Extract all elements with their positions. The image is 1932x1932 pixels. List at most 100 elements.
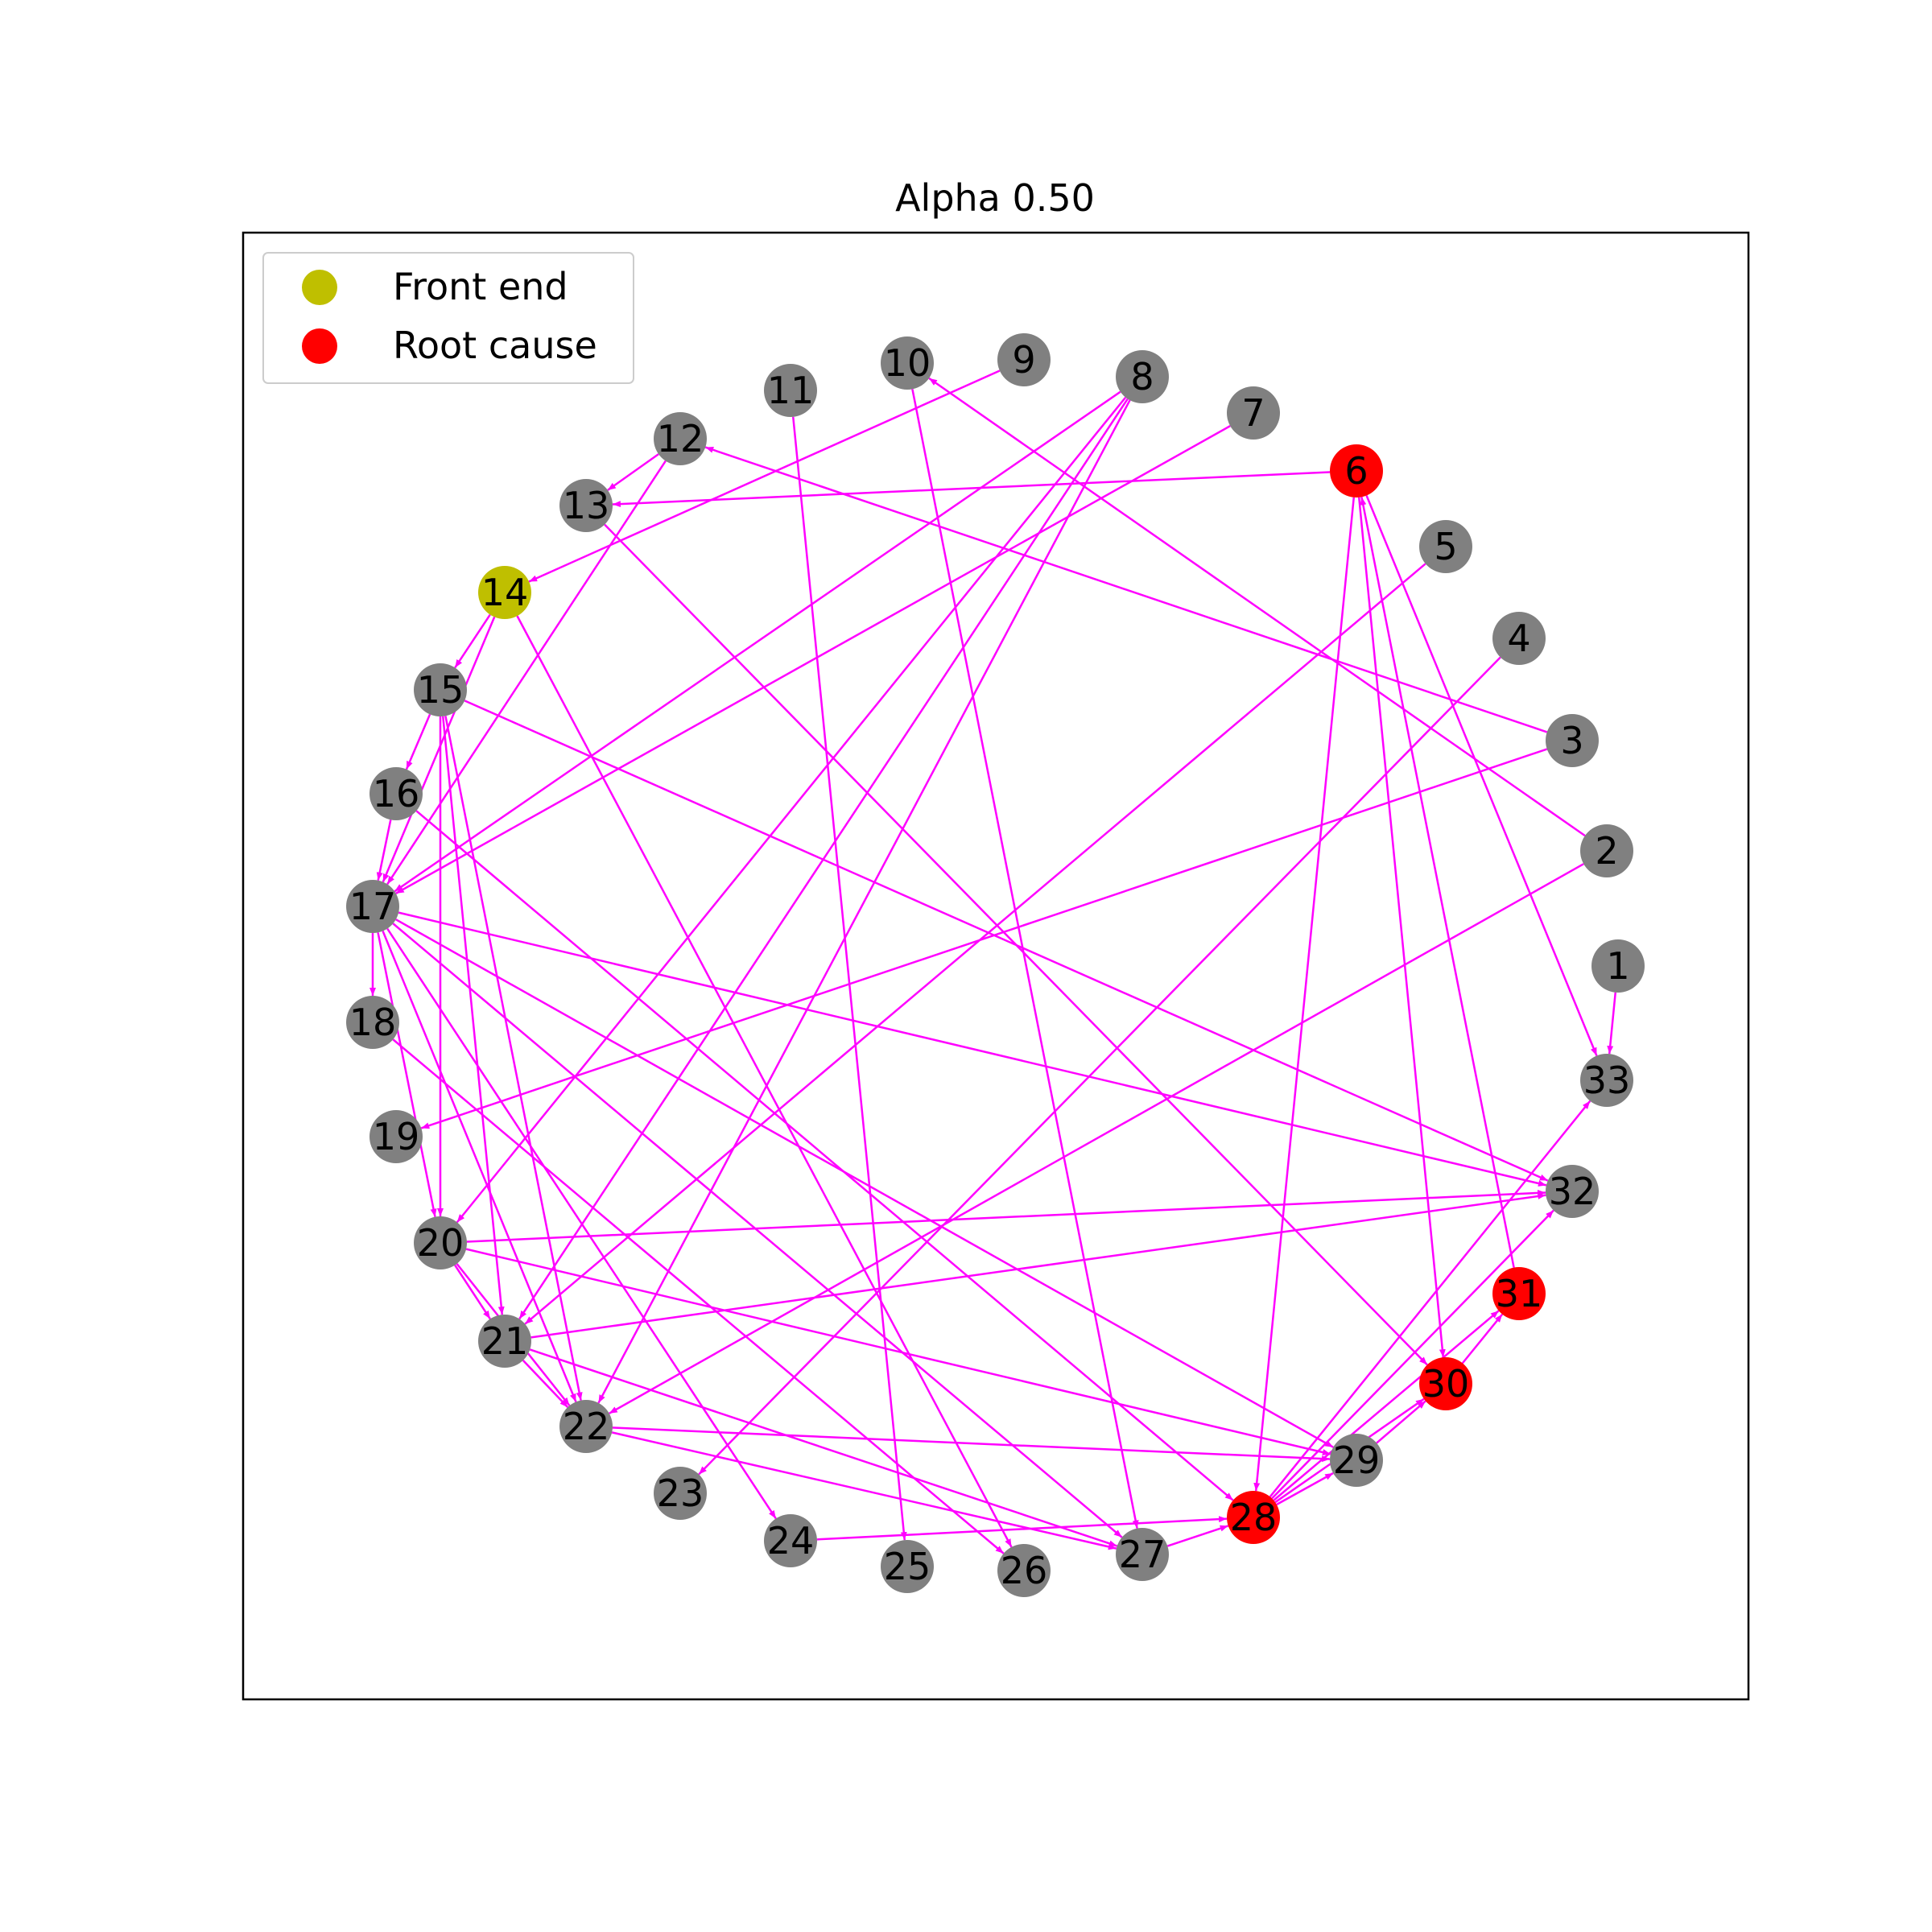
node-21-circle (478, 1315, 531, 1368)
node-26: 26 (997, 1544, 1051, 1597)
edge-28-31 (1273, 1310, 1500, 1501)
edge-21-27 (529, 1348, 1118, 1547)
node-15-circle (414, 663, 467, 716)
node-16-circle (369, 767, 423, 820)
node-2-label: 2 (1595, 829, 1618, 873)
node-30-label: 30 (1422, 1362, 1470, 1406)
edge-2-22 (609, 863, 1584, 1414)
node-10-circle (881, 336, 934, 390)
node-19: 19 (369, 1110, 423, 1163)
node-28-label: 28 (1230, 1496, 1278, 1539)
node-21-label: 21 (481, 1319, 529, 1363)
node-6-label: 6 (1344, 449, 1368, 493)
node-25-circle (881, 1540, 934, 1593)
node-10-label: 10 (884, 341, 931, 385)
node-20: 20 (414, 1216, 467, 1269)
node-9-label: 9 (1012, 338, 1035, 382)
node-9-circle (997, 333, 1051, 386)
node-13-circle (559, 479, 613, 532)
legend-marker-root-cause (302, 328, 337, 364)
node-20-label: 20 (417, 1221, 464, 1265)
edge-17-27 (392, 923, 1123, 1538)
edge-6-33 (1365, 495, 1598, 1056)
edge-layer (369, 369, 1617, 1554)
node-31: 31 (1492, 1267, 1546, 1320)
node-12: 12 (654, 412, 707, 465)
edge-5-21 (524, 563, 1426, 1325)
edge-15-22 (444, 716, 583, 1401)
edge-29-30 (1376, 1400, 1426, 1444)
node-24-circle (764, 1514, 817, 1567)
node-1-label: 1 (1606, 944, 1629, 988)
plot-frame (242, 231, 1750, 1701)
edge-15-21 (442, 716, 505, 1315)
node-11-label: 11 (767, 369, 815, 412)
legend-box (262, 252, 634, 384)
node-5-circle (1419, 520, 1472, 573)
node-4: 4 (1492, 612, 1546, 665)
node-32-circle (1546, 1165, 1599, 1218)
node-8-circle (1116, 350, 1169, 403)
node-30-circle (1419, 1357, 1472, 1410)
figure-title: Alpha 0.50 (895, 176, 1095, 220)
node-5: 5 (1419, 520, 1472, 573)
node-19-label: 19 (373, 1115, 420, 1158)
node-10: 10 (881, 336, 934, 390)
edge-3-19 (420, 748, 1548, 1129)
node-31-circle (1492, 1267, 1546, 1320)
legend-marker-front-end (302, 270, 337, 305)
node-3: 3 (1546, 714, 1599, 767)
edge-17-24 (386, 927, 777, 1520)
node-15-label: 15 (417, 668, 464, 712)
node-5-label: 5 (1434, 525, 1457, 568)
node-3-label: 3 (1560, 719, 1583, 762)
node-32-label: 32 (1549, 1170, 1596, 1213)
edge-28-32 (1271, 1209, 1554, 1500)
edge-20-29 (465, 1248, 1331, 1455)
node-28: 28 (1227, 1491, 1280, 1544)
edge-1-33 (1607, 992, 1617, 1055)
node-31-label: 31 (1496, 1272, 1543, 1315)
node-8: 8 (1116, 350, 1169, 403)
node-20-circle (414, 1216, 467, 1269)
edge-17-22 (382, 931, 577, 1402)
edge-8-17 (394, 390, 1121, 893)
edge-22-29 (612, 1426, 1331, 1463)
node-29-label: 29 (1333, 1439, 1381, 1482)
node-32: 32 (1546, 1165, 1599, 1218)
edge-6-13 (612, 471, 1331, 508)
node-17: 17 (346, 880, 399, 933)
edge-14-17 (382, 616, 496, 883)
node-23-label: 23 (657, 1472, 704, 1515)
node-7-label: 7 (1241, 391, 1265, 435)
node-19-circle (369, 1110, 423, 1163)
node-24: 24 (764, 1514, 817, 1567)
node-9: 9 (997, 333, 1051, 386)
node-14: 14 (478, 566, 531, 619)
edge-27-28 (1166, 1525, 1229, 1547)
node-7: 7 (1227, 386, 1280, 440)
node-7-circle (1227, 386, 1280, 440)
legend-label-front-end: Front end (393, 265, 568, 308)
edge-11-25 (792, 416, 907, 1541)
node-21: 21 (478, 1315, 531, 1368)
edge-21-32 (530, 1193, 1546, 1339)
node-12-label: 12 (657, 417, 704, 460)
node-layer: 1234567891011121314151617181920212223242… (346, 333, 1645, 1597)
node-17-circle (346, 880, 399, 933)
node-14-label: 14 (481, 571, 529, 614)
edge-8-22 (597, 399, 1131, 1404)
node-24-label: 24 (767, 1519, 815, 1563)
node-17-label: 17 (349, 885, 397, 928)
node-29-circle (1330, 1434, 1383, 1487)
edge-16-17 (376, 819, 392, 881)
edge-7-17 (395, 425, 1231, 894)
node-16-label: 16 (373, 772, 420, 815)
node-1-circle (1591, 939, 1645, 993)
node-16: 16 (369, 767, 423, 820)
edge-14-26 (516, 615, 1013, 1548)
edge-20-21 (454, 1264, 491, 1320)
edge-17-32 (398, 911, 1547, 1187)
node-18-circle (346, 996, 399, 1049)
